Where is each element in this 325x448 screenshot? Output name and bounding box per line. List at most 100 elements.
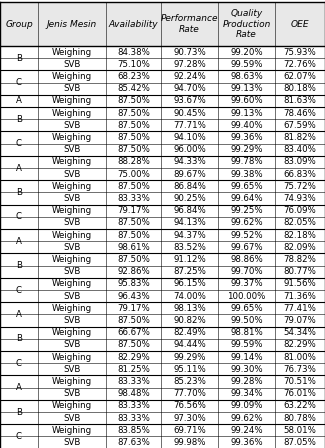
Text: A: A bbox=[16, 237, 22, 246]
Text: 79.17%: 79.17% bbox=[117, 206, 150, 215]
Text: Quality
Production
Rate: Quality Production Rate bbox=[222, 9, 271, 39]
Text: 87.50%: 87.50% bbox=[117, 133, 150, 142]
Text: SVB: SVB bbox=[63, 365, 81, 374]
Text: 99.52%: 99.52% bbox=[230, 231, 263, 240]
Text: 99.67%: 99.67% bbox=[230, 243, 263, 252]
Text: Weighing: Weighing bbox=[52, 206, 92, 215]
Text: 89.67%: 89.67% bbox=[173, 170, 206, 179]
Text: 99.09%: 99.09% bbox=[230, 401, 263, 410]
Text: 98.81%: 98.81% bbox=[230, 328, 263, 337]
Text: 88.28%: 88.28% bbox=[117, 157, 150, 166]
Text: 75.10%: 75.10% bbox=[117, 60, 150, 69]
Text: 80.78%: 80.78% bbox=[283, 414, 317, 422]
Text: 69.71%: 69.71% bbox=[173, 426, 206, 435]
Text: Weighing: Weighing bbox=[52, 401, 92, 410]
Text: 87.05%: 87.05% bbox=[283, 438, 317, 447]
Text: 83.85%: 83.85% bbox=[117, 426, 150, 435]
Text: Weighing: Weighing bbox=[52, 231, 92, 240]
Text: Weighing: Weighing bbox=[52, 133, 92, 142]
Text: 82.49%: 82.49% bbox=[173, 328, 206, 337]
Text: Weighing: Weighing bbox=[52, 353, 92, 362]
Text: 83.33%: 83.33% bbox=[117, 414, 150, 422]
Text: 80.77%: 80.77% bbox=[283, 267, 317, 276]
Text: SVB: SVB bbox=[63, 194, 81, 203]
Text: B: B bbox=[16, 188, 22, 197]
Text: 90.25%: 90.25% bbox=[173, 194, 206, 203]
Text: 66.83%: 66.83% bbox=[283, 170, 317, 179]
Text: 94.33%: 94.33% bbox=[173, 157, 206, 166]
Text: SVB: SVB bbox=[63, 340, 81, 349]
Text: SVB: SVB bbox=[63, 121, 81, 130]
Text: 83.52%: 83.52% bbox=[173, 243, 206, 252]
Text: B: B bbox=[16, 334, 22, 343]
Text: 94.44%: 94.44% bbox=[173, 340, 206, 349]
Text: 99.28%: 99.28% bbox=[230, 377, 263, 386]
Text: 83.40%: 83.40% bbox=[283, 145, 317, 154]
Text: 87.50%: 87.50% bbox=[117, 340, 150, 349]
Text: SVB: SVB bbox=[63, 316, 81, 325]
Text: Performance
Rate: Performance Rate bbox=[161, 14, 218, 34]
Text: Weighing: Weighing bbox=[52, 426, 92, 435]
Text: Weighing: Weighing bbox=[52, 328, 92, 337]
Text: 78.82%: 78.82% bbox=[283, 255, 317, 264]
Text: 84.38%: 84.38% bbox=[117, 47, 150, 56]
Text: 96.15%: 96.15% bbox=[173, 280, 206, 289]
Text: A: A bbox=[16, 383, 22, 392]
Text: 99.98%: 99.98% bbox=[173, 438, 206, 447]
Text: C: C bbox=[16, 78, 22, 87]
Text: 75.72%: 75.72% bbox=[283, 182, 317, 191]
Text: 99.65%: 99.65% bbox=[230, 304, 263, 313]
Text: Jenis Mesin: Jenis Mesin bbox=[47, 20, 97, 29]
Text: 95.11%: 95.11% bbox=[173, 365, 206, 374]
Text: SVB: SVB bbox=[63, 389, 81, 398]
Text: 58.01%: 58.01% bbox=[283, 426, 317, 435]
Text: 98.48%: 98.48% bbox=[117, 389, 150, 398]
Text: A: A bbox=[16, 310, 22, 319]
Text: 72.76%: 72.76% bbox=[283, 60, 317, 69]
Text: 97.28%: 97.28% bbox=[173, 60, 206, 69]
Text: SVB: SVB bbox=[63, 243, 81, 252]
Text: 98.61%: 98.61% bbox=[117, 243, 150, 252]
Text: 97.30%: 97.30% bbox=[173, 414, 206, 422]
Text: 66.67%: 66.67% bbox=[117, 328, 150, 337]
Text: 96.00%: 96.00% bbox=[173, 145, 206, 154]
Text: 87.50%: 87.50% bbox=[117, 108, 150, 118]
Text: 87.50%: 87.50% bbox=[117, 145, 150, 154]
Text: 71.36%: 71.36% bbox=[283, 292, 317, 301]
Text: 98.86%: 98.86% bbox=[230, 255, 263, 264]
Text: 96.43%: 96.43% bbox=[117, 292, 150, 301]
Text: 76.56%: 76.56% bbox=[173, 401, 206, 410]
Text: 99.64%: 99.64% bbox=[230, 194, 263, 203]
Text: 82.18%: 82.18% bbox=[283, 231, 317, 240]
Text: 87.50%: 87.50% bbox=[117, 231, 150, 240]
Text: 63.22%: 63.22% bbox=[283, 401, 317, 410]
Text: 70.51%: 70.51% bbox=[283, 377, 317, 386]
Text: 77.71%: 77.71% bbox=[173, 121, 206, 130]
Text: 77.41%: 77.41% bbox=[283, 304, 317, 313]
Text: 99.70%: 99.70% bbox=[230, 267, 263, 276]
Text: 95.83%: 95.83% bbox=[117, 280, 150, 289]
Text: C: C bbox=[16, 212, 22, 221]
Text: C: C bbox=[16, 285, 22, 294]
Text: 99.29%: 99.29% bbox=[173, 353, 206, 362]
Text: A: A bbox=[16, 96, 22, 105]
Text: 94.13%: 94.13% bbox=[173, 218, 206, 228]
Text: SVB: SVB bbox=[63, 414, 81, 422]
Text: 99.30%: 99.30% bbox=[230, 365, 263, 374]
Text: SVB: SVB bbox=[63, 84, 81, 93]
Text: 87.50%: 87.50% bbox=[117, 218, 150, 228]
Text: 74.00%: 74.00% bbox=[173, 292, 206, 301]
Text: 54.34%: 54.34% bbox=[283, 328, 317, 337]
Text: 99.62%: 99.62% bbox=[230, 218, 263, 228]
Text: 80.18%: 80.18% bbox=[283, 84, 317, 93]
Text: 92.24%: 92.24% bbox=[173, 72, 206, 81]
Text: C: C bbox=[16, 432, 22, 441]
Text: 99.38%: 99.38% bbox=[230, 170, 263, 179]
Text: 67.59%: 67.59% bbox=[284, 121, 316, 130]
Text: 87.50%: 87.50% bbox=[117, 316, 150, 325]
Text: 99.78%: 99.78% bbox=[230, 157, 263, 166]
Text: Weighing: Weighing bbox=[52, 377, 92, 386]
Text: SVB: SVB bbox=[63, 60, 81, 69]
Text: 100.00%: 100.00% bbox=[227, 292, 266, 301]
Text: 74.93%: 74.93% bbox=[284, 194, 316, 203]
